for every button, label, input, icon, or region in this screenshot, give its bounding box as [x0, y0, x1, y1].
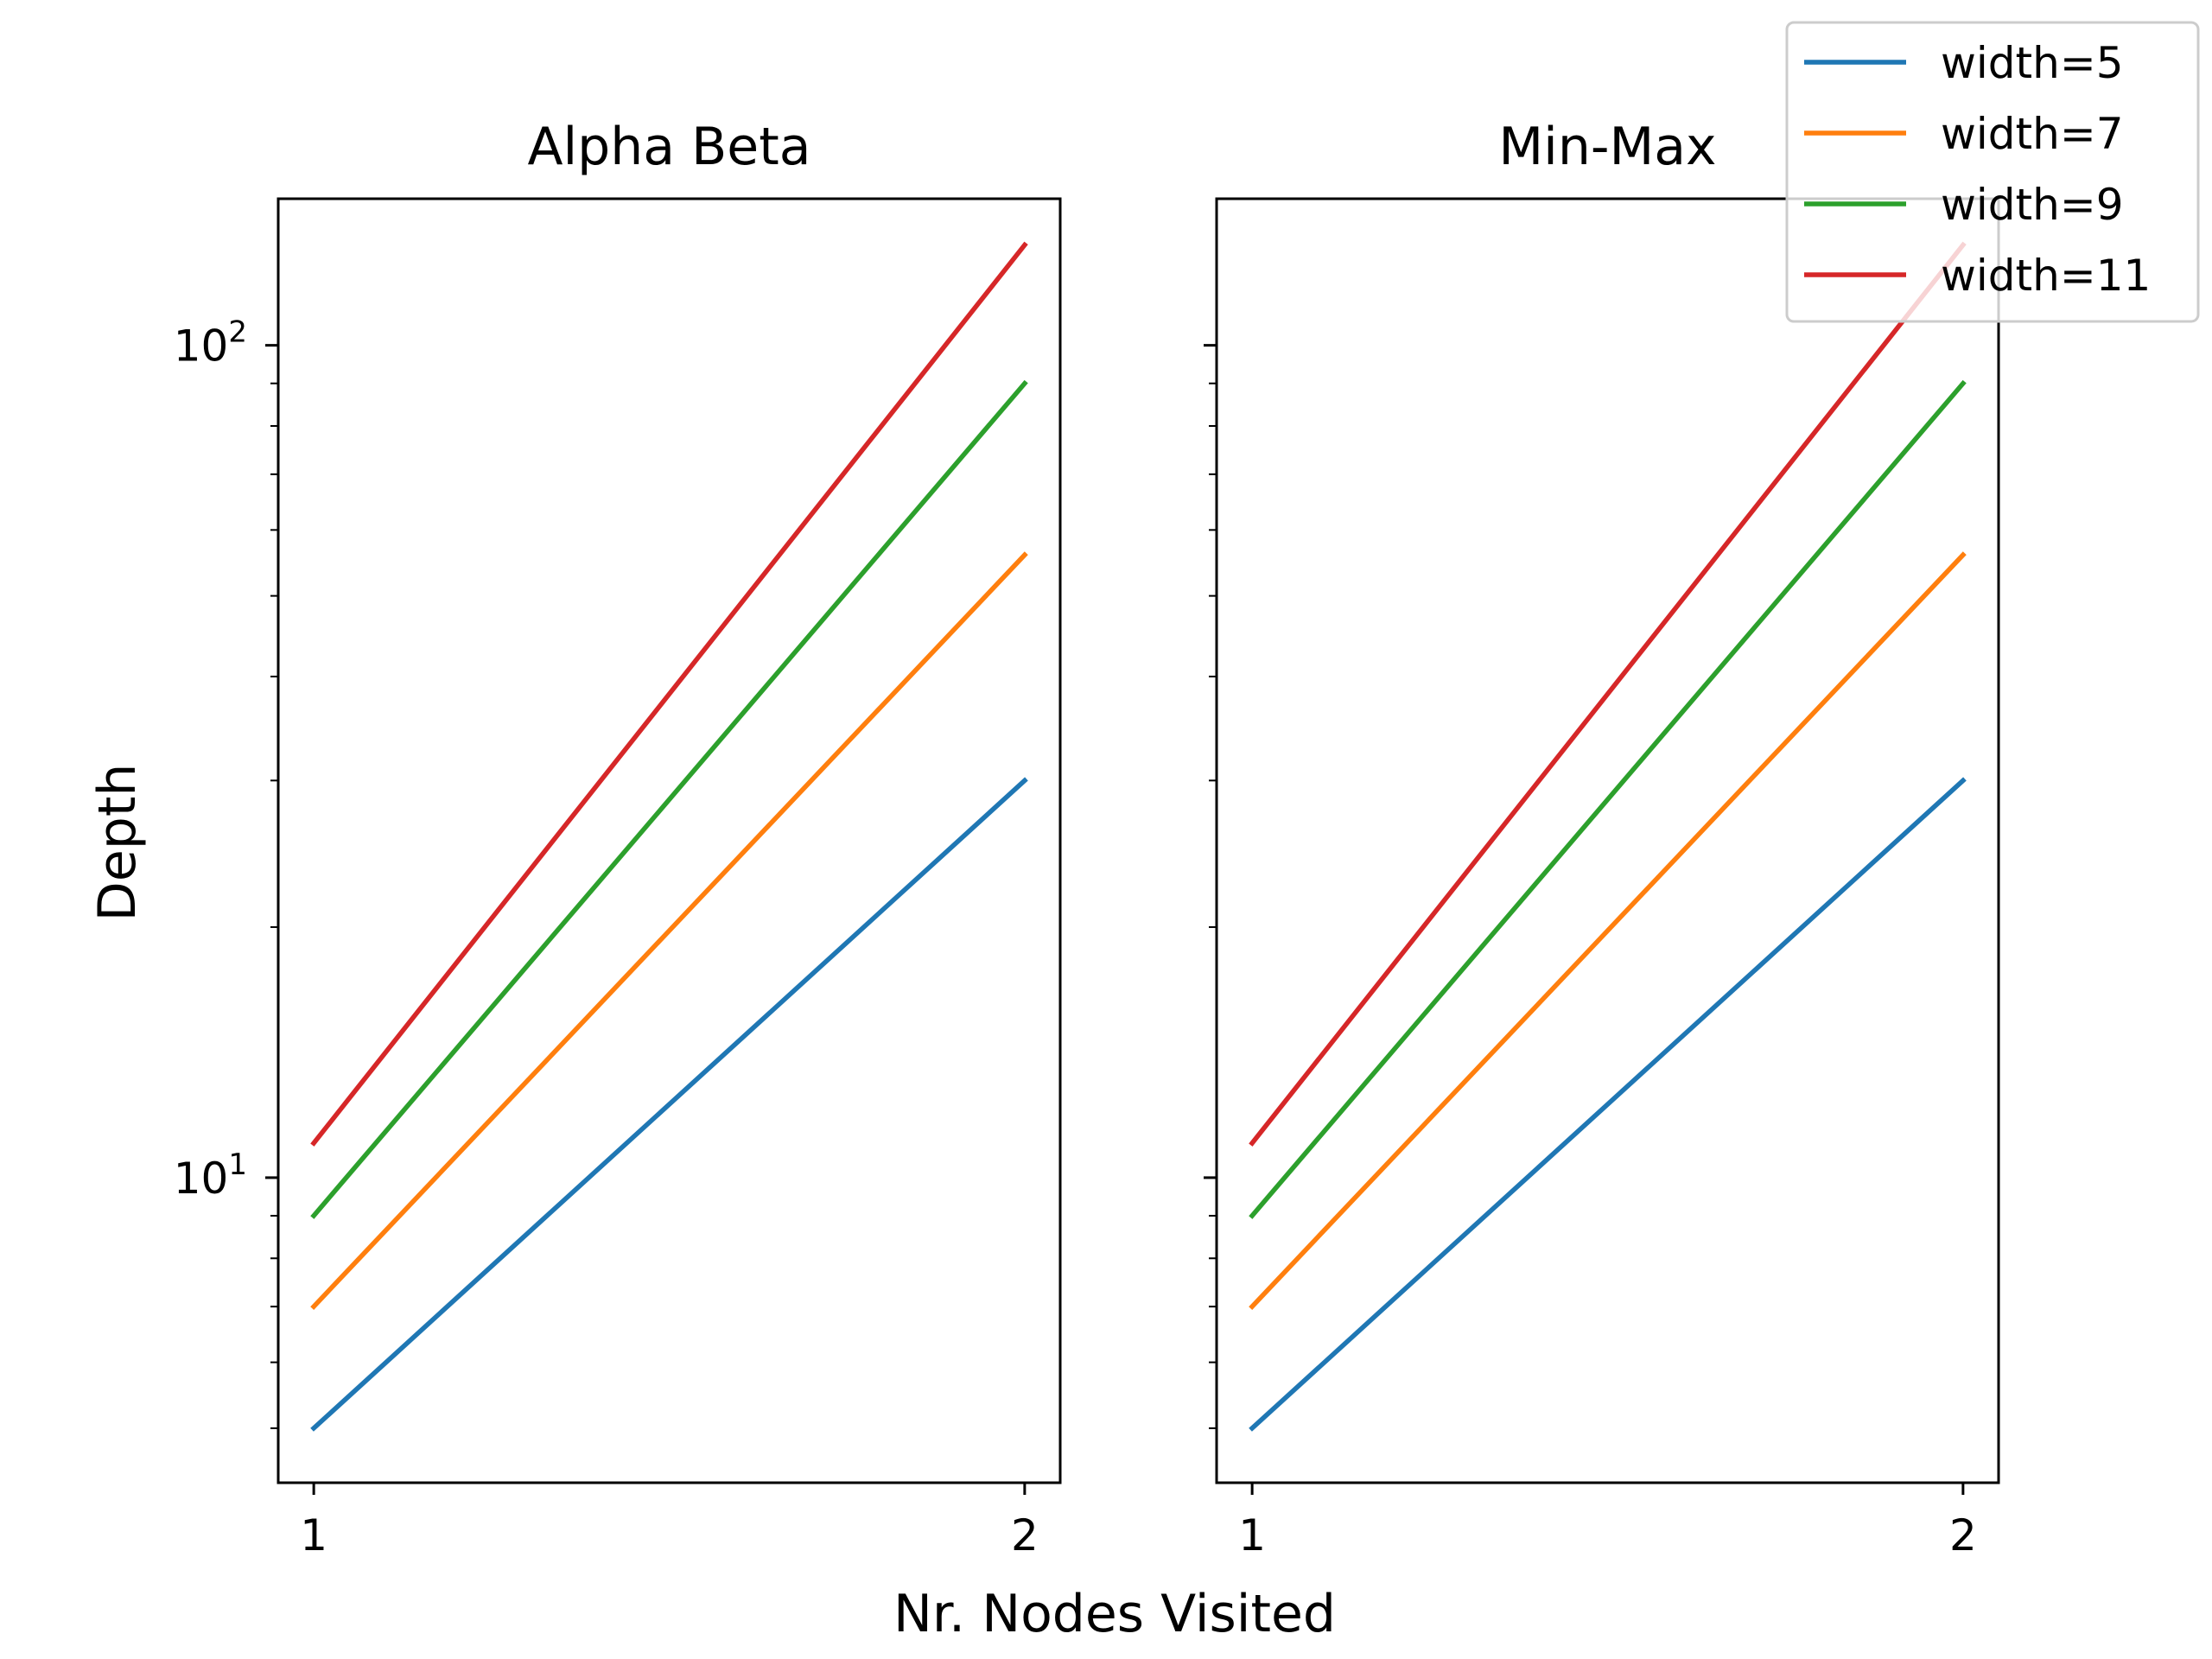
- series-line-width=5: [1249, 777, 1967, 1432]
- series-line-width=5: [310, 777, 1028, 1432]
- x-axis-label: Nr. Nodes Visited: [893, 1584, 1336, 1644]
- legend-item: width=9: [1804, 180, 2124, 230]
- x-tick-label: 1: [1238, 1510, 1266, 1560]
- y-axis-label: Depth: [87, 764, 148, 922]
- subplot-title: Alpha Beta: [527, 117, 810, 177]
- x-tick-label: 1: [300, 1510, 327, 1560]
- x-tick-label: 2: [1949, 1510, 1977, 1560]
- legend: width=5 width=7 width=9 width=11: [1785, 21, 2200, 323]
- plot-frame: [276, 197, 1062, 1484]
- legend-label: width=7: [1941, 109, 2124, 159]
- legend-item: width=5: [1804, 38, 2124, 88]
- series-line-width=7: [1249, 551, 1967, 1310]
- legend-item: width=7: [1804, 109, 2124, 159]
- series-line-width=11: [310, 241, 1028, 1147]
- series-line-width=9: [1249, 379, 1967, 1219]
- x-tick-label: 2: [1011, 1510, 1039, 1560]
- y-tick-label: 102: [174, 315, 247, 372]
- legend-label: width=5: [1941, 38, 2124, 88]
- legend-label: width=9: [1941, 180, 2124, 230]
- subplot-1: 1 2 101 102 Alpha Beta: [174, 117, 1062, 1560]
- subplots: 1 2 101 102 Alpha Beta 1 2 Min-Max: [174, 117, 2000, 1560]
- series-line-width=11: [1249, 241, 1967, 1147]
- y-tick-label: 101: [174, 1147, 247, 1204]
- subplot-2: 1 2 Min-Max: [1204, 117, 2000, 1560]
- series-line-width=9: [310, 379, 1028, 1219]
- series-line-width=7: [310, 551, 1028, 1310]
- subplot-title: Min-Max: [1498, 117, 1716, 177]
- plot-frame: [1215, 197, 2000, 1484]
- legend-label: width=11: [1941, 251, 2151, 301]
- legend-box: [1785, 21, 2200, 323]
- legend-item: width=11: [1804, 251, 2151, 301]
